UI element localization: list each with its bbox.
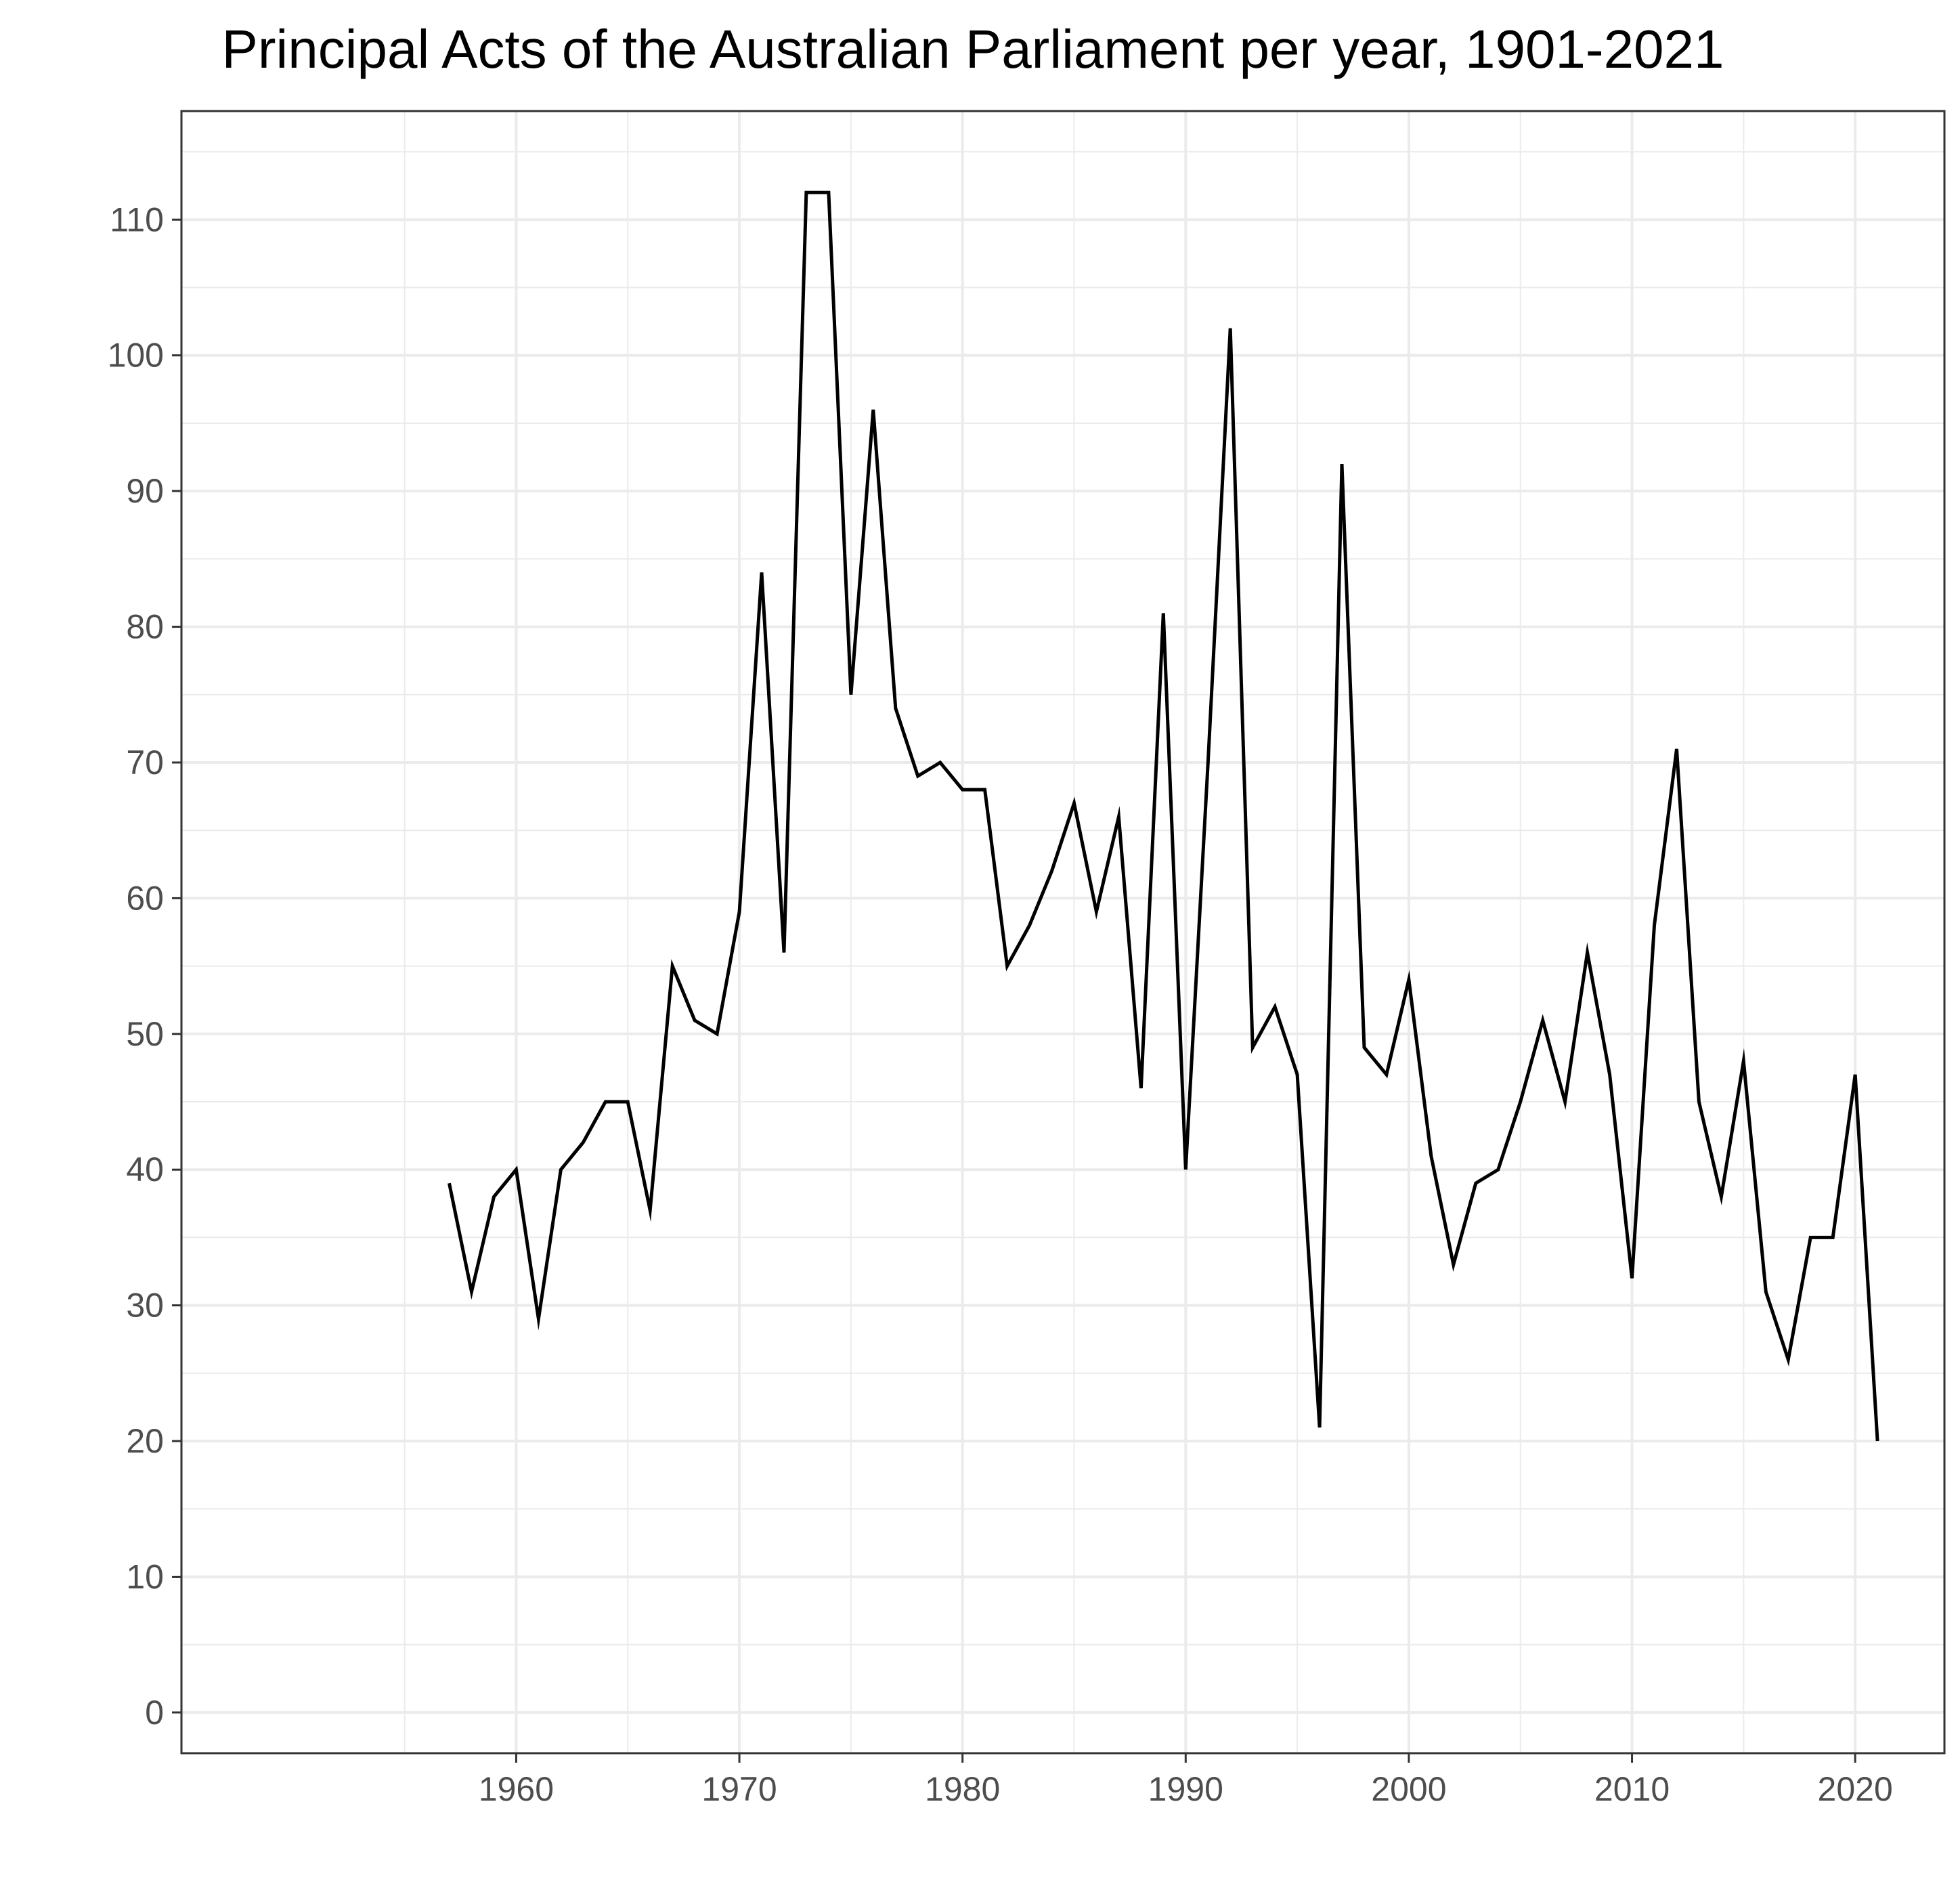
y-tick-label: 60 [126, 879, 164, 917]
data-point [515, 1169, 517, 1170]
data-point [716, 1033, 718, 1035]
data-point [1252, 1047, 1253, 1048]
data-point [1632, 1278, 1633, 1279]
data-point [471, 1291, 473, 1293]
data-point [1073, 802, 1074, 804]
data-point [1051, 870, 1053, 872]
data-point [1810, 1237, 1811, 1238]
y-tick-label: 90 [126, 472, 164, 510]
data-point [1765, 1291, 1766, 1293]
y-tick-label: 0 [145, 1694, 164, 1732]
y-tick-label: 50 [126, 1015, 164, 1053]
y-tick-label: 100 [108, 337, 164, 374]
data-point [1720, 1196, 1722, 1197]
y-tick-label: 110 [110, 200, 164, 238]
data-point [1341, 463, 1343, 465]
x-axis: 1960 1970 1980 1990 2000 2010 2020 [479, 1753, 1893, 1808]
data-point [1431, 1155, 1432, 1157]
data-point [962, 789, 963, 790]
data-point [1207, 762, 1208, 763]
y-tick-label: 20 [126, 1422, 164, 1460]
y-tick-label: 10 [126, 1558, 164, 1595]
series-line-0 [448, 190, 1879, 1442]
data-point [1676, 748, 1677, 750]
data-point [493, 1196, 494, 1197]
data-point [1787, 1359, 1789, 1360]
data-point [672, 966, 673, 967]
data-point [1498, 1169, 1499, 1170]
data-point [1274, 1006, 1276, 1008]
data-point [1520, 1101, 1521, 1102]
data-point [1854, 1074, 1856, 1075]
data-point [917, 775, 919, 777]
data-point [449, 1182, 450, 1184]
data-point [850, 694, 852, 695]
data-point [1542, 1020, 1544, 1021]
data-point [1007, 966, 1008, 967]
data-point [1743, 1060, 1744, 1062]
y-tick-label: 70 [126, 744, 164, 781]
data-point [1653, 924, 1655, 926]
data-point [873, 409, 874, 410]
data-point [1029, 924, 1030, 926]
chart-title: Principal Acts of the Australian Parliam… [221, 19, 1724, 79]
data-point [582, 1142, 584, 1143]
data-point [1832, 1237, 1833, 1238]
data-point [783, 952, 785, 953]
data-point [806, 192, 807, 193]
data-point [1140, 1088, 1141, 1089]
data-point [649, 1209, 651, 1211]
x-tick-label: 1990 [1148, 1770, 1223, 1808]
data-point [940, 762, 941, 763]
x-tick-label: 2010 [1594, 1770, 1670, 1808]
plot-panel-border [180, 110, 1946, 1755]
data-point [1698, 1101, 1699, 1102]
data-point [1877, 1440, 1878, 1442]
data-point [1609, 1074, 1611, 1075]
y-tick-label: 30 [126, 1287, 164, 1325]
data-point [739, 911, 740, 912]
data-point [984, 789, 986, 790]
data-point [1565, 1101, 1566, 1102]
data-point [605, 1101, 606, 1102]
y-tick-label: 40 [126, 1151, 164, 1188]
data-point [627, 1101, 628, 1102]
data-point [1587, 952, 1588, 953]
data-point [1185, 1169, 1186, 1170]
data-point [1095, 911, 1097, 912]
x-tick-label: 1970 [701, 1770, 777, 1808]
major-gridlines [181, 111, 1944, 1753]
data-point [761, 572, 762, 573]
data-point [694, 1020, 695, 1021]
data-point [1162, 613, 1164, 614]
series-layer [448, 190, 1879, 1442]
data-point [1319, 1427, 1320, 1428]
data-point [1297, 1074, 1298, 1075]
x-tick-label: 2000 [1371, 1770, 1446, 1808]
data-point [560, 1169, 561, 1170]
x-tick-label: 1980 [925, 1770, 1000, 1808]
data-point [538, 1318, 539, 1320]
data-point [1475, 1182, 1477, 1184]
y-axis: 0 10 20 30 40 50 60 70 80 90 100 110 [108, 200, 181, 1732]
data-point [1118, 816, 1119, 817]
x-tick-label: 2020 [1818, 1770, 1893, 1808]
data-point [1453, 1264, 1454, 1266]
data-point [1229, 328, 1231, 329]
data-point [895, 708, 896, 709]
y-tick-label: 80 [126, 608, 164, 646]
data-point [828, 192, 829, 193]
x-tick-label: 1960 [479, 1770, 554, 1808]
data-point [1364, 1047, 1365, 1048]
data-point [1408, 979, 1410, 981]
data-point [1386, 1074, 1387, 1075]
